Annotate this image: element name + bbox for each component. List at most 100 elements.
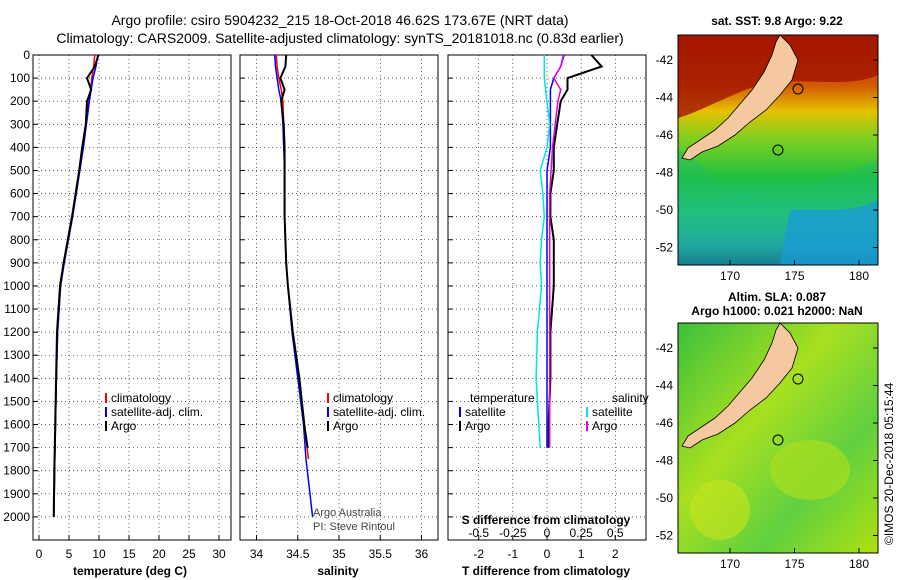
map-lat-label: -42 xyxy=(656,341,674,355)
depth-tick-label: 0 xyxy=(23,48,30,62)
map-lat-label: -50 xyxy=(656,203,674,217)
diff-legend-temp-head: temperature xyxy=(470,391,535,405)
depth-tick-label: 700 xyxy=(10,210,30,224)
x-tick-label: 2 xyxy=(612,547,619,561)
sst-float-marker xyxy=(772,144,784,156)
s-tick-label: -0.25 xyxy=(499,526,527,540)
map-lon-label: 175 xyxy=(784,269,804,283)
map-lat-label: -46 xyxy=(656,128,674,142)
depth-axis: 0 100 200 300 400 500 600 700 800 900 1000 1100 1200… xyxy=(3,48,30,524)
map-lat-label: -52 xyxy=(656,241,674,255)
sla-argo-marker xyxy=(792,373,804,385)
diff-legend-sal-label: Argo xyxy=(592,419,618,433)
depth-tick-label: 1300 xyxy=(3,348,30,362)
sla-float-marker xyxy=(772,434,784,446)
map-lon-label: 170 xyxy=(720,557,740,571)
x-tick-label: 25 xyxy=(182,547,196,561)
map-lat-label: -44 xyxy=(656,379,674,393)
series-line xyxy=(535,55,551,448)
depth-tick-label: 1800 xyxy=(3,464,30,478)
x-tick-label: 0 xyxy=(544,547,551,561)
map-lat-label: -50 xyxy=(656,491,674,505)
sst-map-axes: -42 -44 -46 -48 -50 -52 170 175 180 xyxy=(656,53,878,283)
sla-map-title-2: Argo h1000: 0.021 h2000: NaN xyxy=(691,304,862,318)
depth-tick-label: 500 xyxy=(10,163,30,177)
series-line xyxy=(279,54,309,448)
depth-tick-label: 1500 xyxy=(3,394,30,408)
sla-map-axes: -42 -44 -46 -48 -50 -52 170 175 180 xyxy=(656,341,878,571)
x-tick-label: 34.5 xyxy=(286,547,310,561)
x-tick-label: 1 xyxy=(578,547,585,561)
sal-legend-label: climatology xyxy=(333,391,393,405)
t-difference-axis-label: T difference from climatology xyxy=(462,564,630,578)
date-stamp: ©IMOS 20-Dec-2018 05:15:44 xyxy=(882,382,896,545)
depth-tick-label: 1700 xyxy=(3,441,30,455)
map-lat-label: -52 xyxy=(656,529,674,543)
depth-tick-label: 1600 xyxy=(3,418,30,432)
diff-legend-sal-head: salinity xyxy=(612,391,649,405)
temperature-axis-label: temperature (deg C) xyxy=(73,564,187,578)
x-tick-label: 35.5 xyxy=(369,547,393,561)
difference-panel: -2 -1 0 1 2 -0.5 -0.25 0 0.25 0.5 temperature salin… xyxy=(447,54,649,561)
x-tick-label: 0 xyxy=(36,547,43,561)
s-difference-axis-label: S difference from climatology xyxy=(462,513,631,527)
map-lat-label: -48 xyxy=(656,454,674,468)
map-lat-label: -42 xyxy=(656,53,674,67)
panel-frame xyxy=(32,54,232,541)
sla-map-title-1: Altim. SLA: 0.087 xyxy=(728,290,826,304)
s-tick-label: 0 xyxy=(544,526,551,540)
map-lon-label: 175 xyxy=(784,557,804,571)
series-line xyxy=(548,54,565,448)
x-tick-label: -1 xyxy=(508,547,519,561)
depth-tick-label: 1400 xyxy=(3,371,30,385)
depth-tick-label: 1900 xyxy=(3,487,30,501)
s-tick-label: -0.5 xyxy=(468,526,489,540)
salinity-panel: 34 34.5 35 35.5 36 climatologysatellite-adj. … xyxy=(239,54,439,561)
series-line xyxy=(546,54,565,448)
sst-map-title: sat. SST: 9.8 Argo: 9.22 xyxy=(711,14,843,28)
diff-legend-sal-label: satellite xyxy=(592,405,633,419)
s-tick-label: 0.25 xyxy=(569,526,593,540)
x-tick-label: 36 xyxy=(415,547,429,561)
depth-tick-label: 1100 xyxy=(4,302,30,316)
depth-tick-label: 800 xyxy=(10,233,30,247)
s-tick-label: 0.5 xyxy=(607,526,624,540)
sal-legend-label: Argo xyxy=(333,419,359,433)
x-tick-label: 34 xyxy=(250,547,264,561)
salinity-axis-label: salinity xyxy=(317,564,359,578)
diff-legend-temp-label: satellite xyxy=(465,405,506,419)
sla-land-south-island xyxy=(681,322,799,449)
map-lon-label: 180 xyxy=(849,269,869,283)
temp-legend-label: Argo xyxy=(111,419,137,433)
depth-tick-label: 1200 xyxy=(3,325,30,339)
depth-tick-label: 1000 xyxy=(3,279,30,293)
map-lon-label: 180 xyxy=(849,557,869,571)
depth-tick-label: 200 xyxy=(10,94,30,108)
sst-map xyxy=(677,34,879,266)
credit-line-1: Argo Australia xyxy=(313,507,382,519)
map-lat-label: -46 xyxy=(656,416,674,430)
temp-legend-label: climatology xyxy=(111,391,171,405)
depth-tick-label: 100 xyxy=(10,71,30,85)
title-line-2: Climatology: CARS2009. Satellite-adjuste… xyxy=(56,30,623,46)
depth-tick-label: 2000 xyxy=(3,510,30,524)
x-tick-label: -2 xyxy=(473,547,484,561)
map-lat-label: -44 xyxy=(656,91,674,105)
sal-legend-label: satellite-adj. clim. xyxy=(333,405,425,419)
title-line-1: Argo profile: csiro 5904232_215 18-Oct-2… xyxy=(111,12,568,28)
diff-legend-temp-label: Argo xyxy=(465,419,491,433)
temp-legend-label: satellite-adj. clim. xyxy=(111,405,203,419)
credit-line-2: PI: Steve Rintoul xyxy=(313,521,395,533)
x-tick-label: 5 xyxy=(66,547,73,561)
map-lon-label: 170 xyxy=(720,269,740,283)
x-tick-label: 10 xyxy=(92,547,106,561)
x-tick-label: 30 xyxy=(212,547,226,561)
depth-tick-label: 300 xyxy=(10,117,30,131)
series-line xyxy=(52,54,100,517)
x-tick-label: 20 xyxy=(152,547,166,561)
x-tick-label: 15 xyxy=(122,547,136,561)
sla-map xyxy=(677,322,879,554)
map-lat-label: -48 xyxy=(656,166,674,180)
